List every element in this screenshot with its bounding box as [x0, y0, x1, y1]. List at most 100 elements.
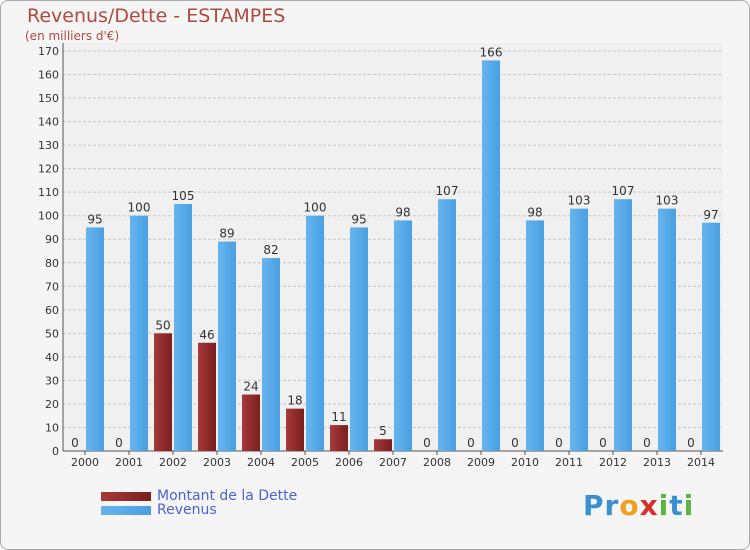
y-tick-label: 60 — [45, 304, 59, 317]
y-tick-label: 0 — [52, 445, 59, 458]
logo-letter: x — [639, 489, 659, 522]
data-label-revenus: 89 — [219, 227, 234, 241]
data-label-dette: 0 — [555, 436, 563, 450]
bar-revenus — [306, 215, 324, 451]
bar-revenus — [658, 208, 676, 451]
bar-revenus — [526, 220, 544, 451]
y-tick-label: 40 — [45, 351, 59, 364]
bar-revenus — [394, 220, 412, 451]
legend-item-revenus: Revenus — [101, 502, 217, 518]
data-label-dette: 0 — [599, 436, 607, 450]
proxiti-logo: Proxiti — [583, 489, 694, 522]
bar-revenus — [218, 241, 236, 451]
bar-dette — [198, 342, 216, 451]
data-label-revenus: 100 — [128, 201, 151, 215]
y-tick-label: 10 — [45, 421, 59, 434]
data-label-revenus: 95 — [87, 212, 102, 226]
data-label-revenus: 98 — [527, 205, 542, 219]
x-tick-label: 2004 — [247, 456, 275, 469]
x-tick-label: 2000 — [71, 456, 99, 469]
data-label-revenus: 103 — [656, 194, 679, 208]
y-tick-label: 160 — [38, 69, 59, 82]
x-tick-label: 2013 — [643, 456, 671, 469]
bar-revenus — [482, 60, 500, 451]
y-tick-label: 130 — [38, 139, 59, 152]
data-label-dette: 46 — [199, 328, 214, 342]
x-tick-label: 2009 — [467, 456, 495, 469]
x-tick-label: 2003 — [203, 456, 231, 469]
y-tick-label: 150 — [38, 92, 59, 105]
data-label-revenus: 105 — [172, 189, 195, 203]
data-label-dette: 0 — [643, 436, 651, 450]
chart-title: Revenus/Dette - ESTAMPES — [27, 5, 286, 27]
bar-revenus — [86, 227, 104, 451]
x-tick-label: 2010 — [511, 456, 539, 469]
bar-dette — [286, 408, 304, 451]
x-tick-label: 2002 — [159, 456, 187, 469]
x-tick-label: 2006 — [335, 456, 363, 469]
data-label-dette: 0 — [71, 436, 79, 450]
bar-revenus — [350, 227, 368, 451]
y-tick-label: 120 — [38, 163, 59, 176]
data-label-revenus: 100 — [304, 201, 327, 215]
y-tick-label: 170 — [38, 45, 59, 58]
data-label-revenus: 107 — [436, 184, 459, 198]
x-tick-label: 2012 — [599, 456, 627, 469]
data-label-dette: 0 — [115, 436, 123, 450]
bar-dette — [154, 333, 172, 451]
legend-swatch-revenus — [101, 505, 151, 515]
legend-label-revenus: Revenus — [157, 502, 217, 518]
data-label-revenus: 98 — [395, 205, 410, 219]
data-label-revenus: 95 — [351, 212, 366, 226]
data-label-revenus: 107 — [612, 184, 635, 198]
bar-revenus — [438, 199, 456, 451]
bar-revenus — [130, 215, 148, 451]
bar-dette — [242, 394, 260, 451]
data-label-dette: 0 — [423, 436, 431, 450]
data-label-dette: 0 — [467, 436, 475, 450]
legend-label-dette: Montant de la Dette — [157, 488, 298, 504]
logo-letter: i — [683, 489, 695, 522]
data-label-revenus: 82 — [263, 243, 278, 257]
y-tick-label: 90 — [45, 233, 59, 246]
data-label-revenus: 166 — [480, 45, 503, 59]
bar-dette — [374, 439, 392, 451]
bar-dette — [330, 425, 348, 451]
logo-letter: t — [669, 489, 684, 522]
data-label-revenus: 97 — [703, 208, 718, 222]
legend-item-dette: Montant de la Dette — [101, 488, 297, 504]
y-tick-label: 30 — [45, 374, 59, 387]
x-tick-label: 2008 — [423, 456, 451, 469]
data-label-dette: 24 — [243, 380, 258, 394]
plot-area — [63, 43, 723, 451]
logo-letter: P — [583, 489, 605, 522]
bar-revenus — [702, 222, 720, 451]
chart-subtitle: (en milliers d'€) — [25, 29, 120, 43]
legend-swatch-dette — [101, 491, 151, 501]
bar-revenus — [174, 203, 192, 451]
x-tick-label: 2007 — [379, 456, 407, 469]
logo-letter: o — [619, 489, 640, 522]
x-tick-label: 2014 — [687, 456, 715, 469]
x-tick-label: 2011 — [555, 456, 583, 469]
data-label-dette: 5 — [379, 424, 387, 438]
y-tick-label: 110 — [38, 186, 59, 199]
bar-revenus — [614, 199, 632, 451]
x-tick-label: 2001 — [115, 456, 143, 469]
data-label-dette: 0 — [511, 436, 519, 450]
y-tick-label: 140 — [38, 116, 59, 129]
y-tick-label: 20 — [45, 398, 59, 411]
data-label-dette: 18 — [287, 394, 302, 408]
data-label-dette: 50 — [155, 318, 170, 332]
y-tick-label: 80 — [45, 257, 59, 270]
y-tick-label: 100 — [38, 210, 59, 223]
logo-letter: r — [604, 489, 620, 522]
data-label-revenus: 103 — [568, 194, 591, 208]
bar-revenus — [570, 208, 588, 451]
data-label-dette: 0 — [687, 436, 695, 450]
logo-letter: i — [658, 489, 670, 522]
data-label-dette: 11 — [331, 410, 346, 424]
y-tick-label: 50 — [45, 327, 59, 340]
